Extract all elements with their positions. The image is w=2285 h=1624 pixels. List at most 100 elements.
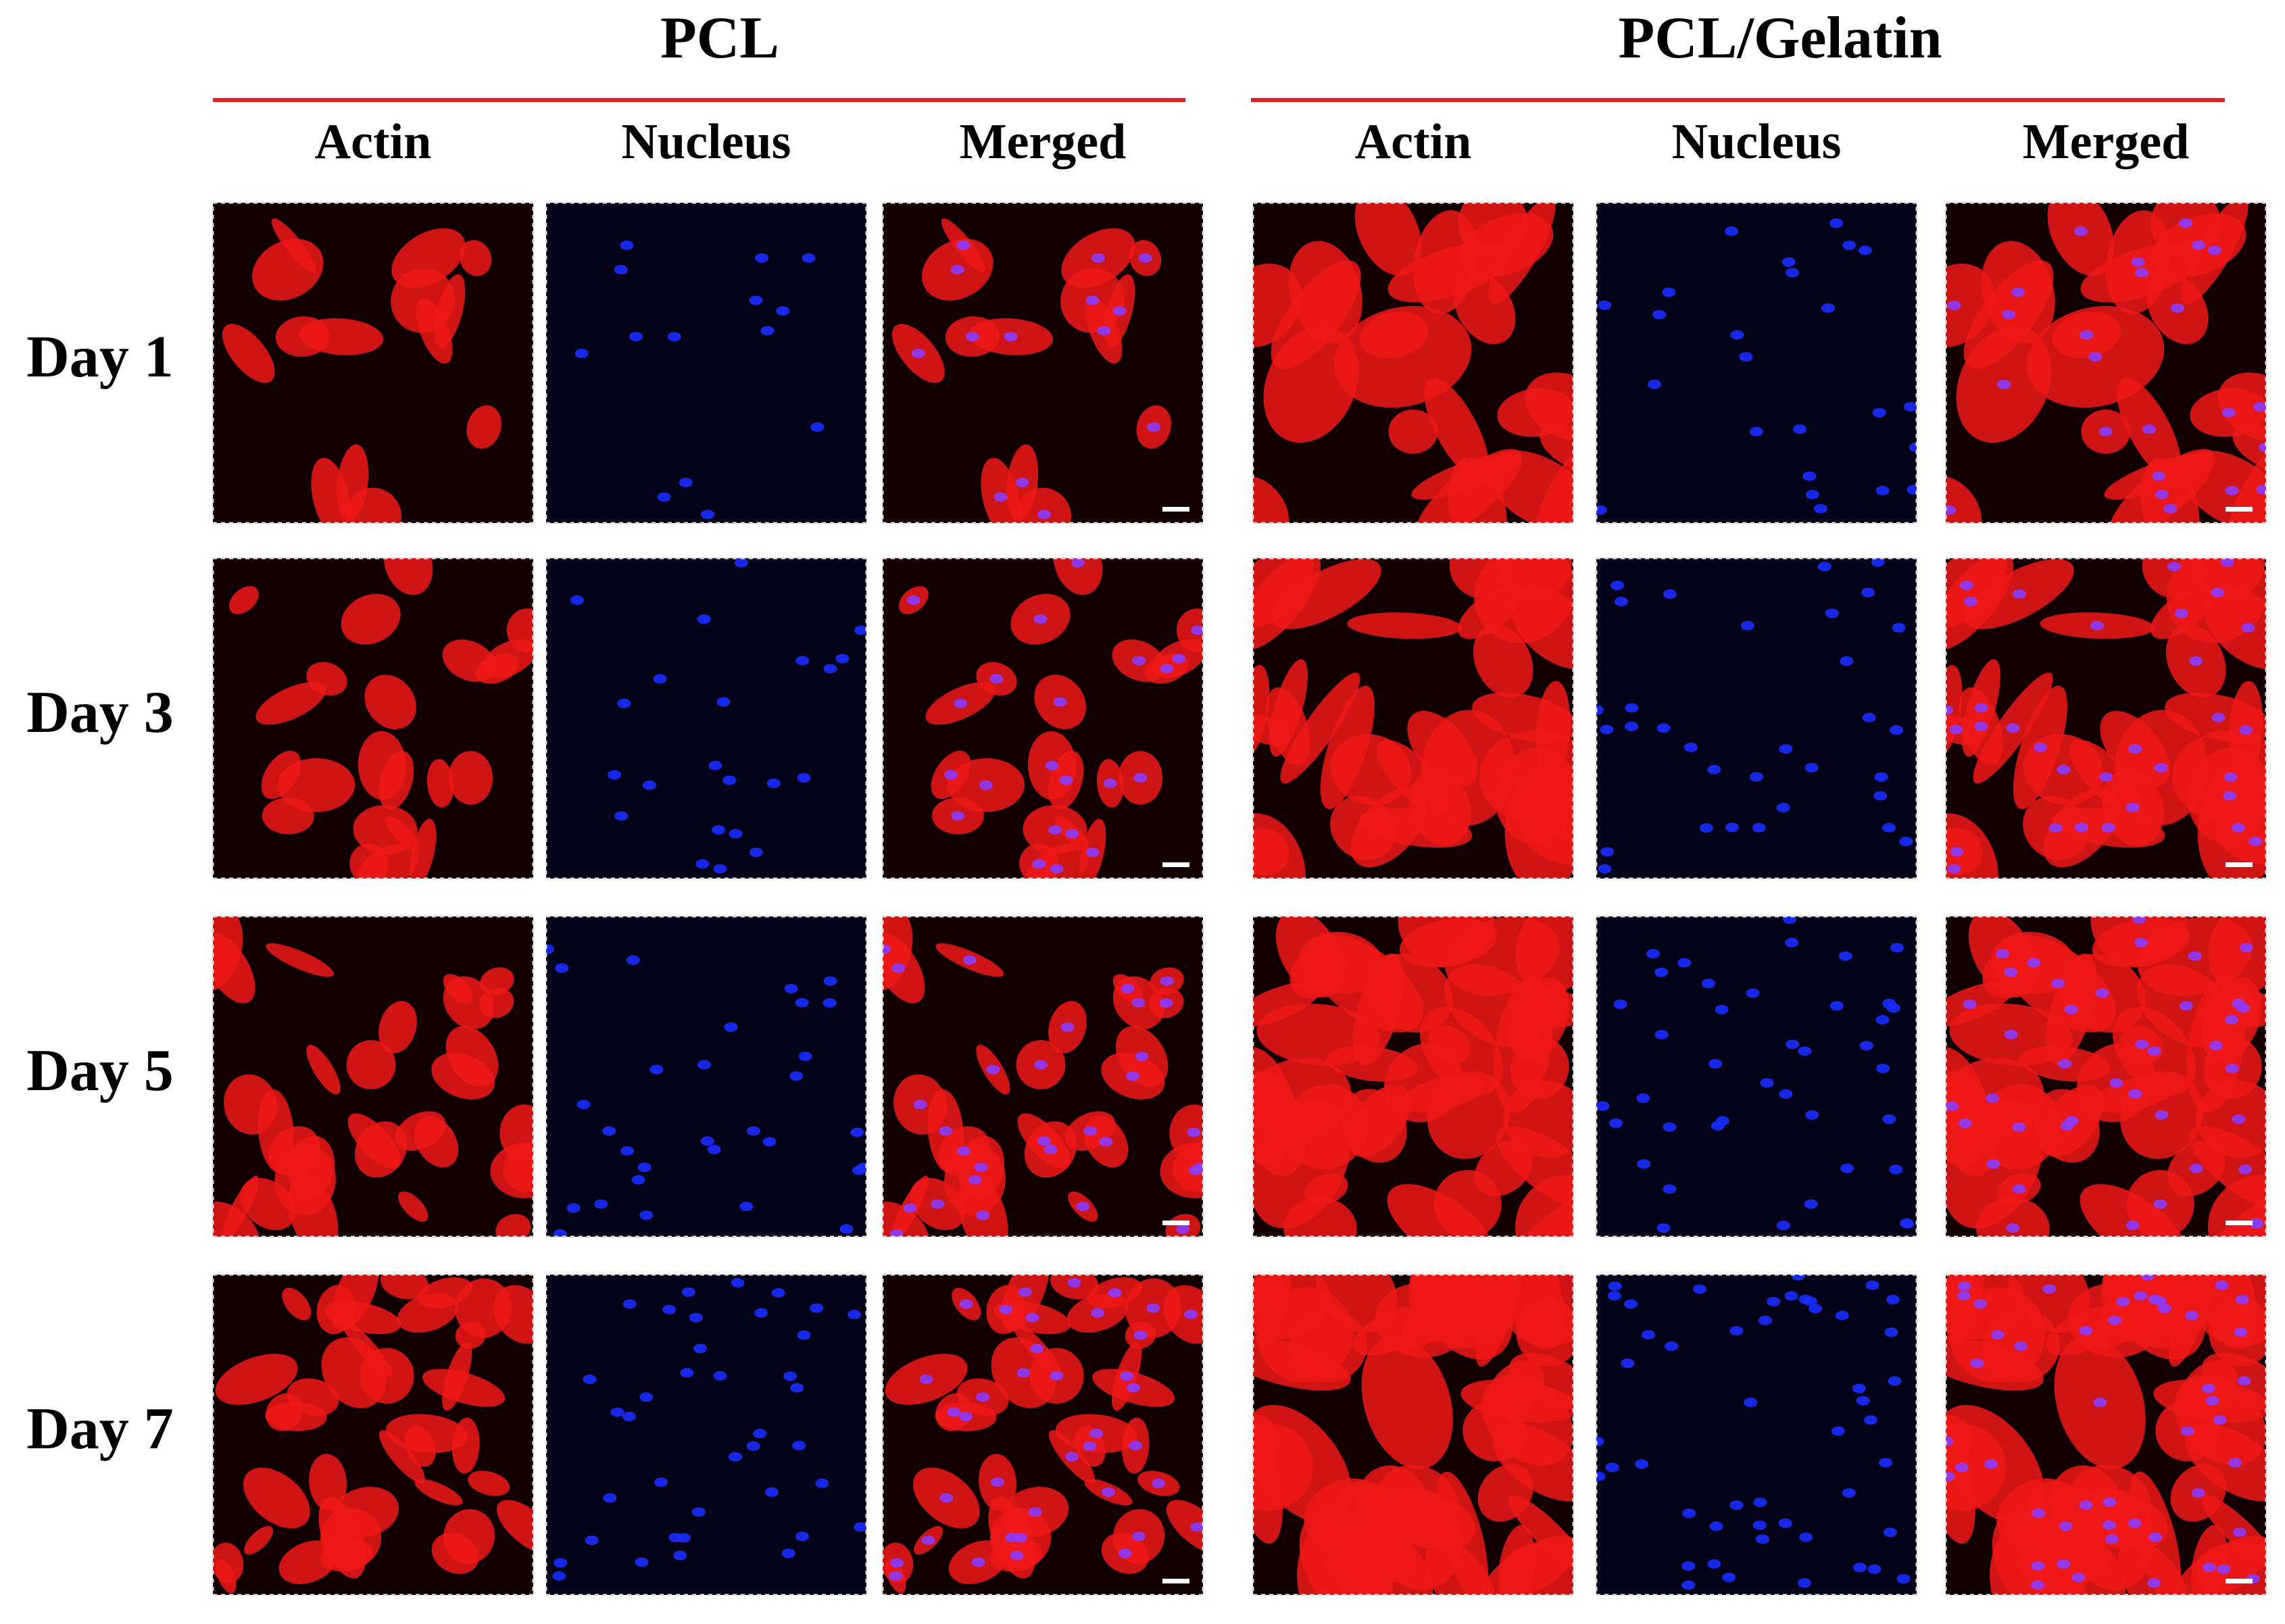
nucleus [789,1071,804,1081]
nucleus [1867,1564,1882,1574]
panel-border [1944,557,2267,880]
nucleus [971,1557,985,1567]
micrograph-content [883,558,1203,879]
nucleus [662,1304,677,1314]
nucleus [1625,703,1639,713]
nucleus [708,760,722,770]
nucleus [1060,1022,1075,1032]
nucleus [1034,1060,1048,1070]
actin-cell [1503,1081,1573,1158]
nucleus [911,348,925,358]
nucleus [959,1299,973,1309]
nucleus [1889,725,1903,735]
nucleus [1786,1039,1800,1050]
nucleus [2006,1223,2020,1233]
actin-cell [1330,795,1396,860]
nucleus [1862,712,1876,722]
nucleus [1607,1291,1621,1301]
actin-cell [1387,243,1510,303]
nucleus [1053,697,1067,707]
nucleus [1947,864,1961,874]
nucleus [1756,1534,1770,1544]
nucleus [1654,967,1669,977]
nucleus [1874,772,1888,782]
nucleus [2184,1310,2198,1321]
nucleus [2109,1078,2123,1088]
nucleus [1160,664,1174,674]
nucleus [2116,1296,2130,1306]
nucleus [2131,257,2145,267]
nucleus [1842,241,1857,251]
nucleus [701,510,715,520]
nucleus [1596,1101,1610,1111]
actin-cell [1525,372,1573,441]
nucleus [792,1441,806,1451]
actin-cell [448,751,493,805]
nucleus [2014,1341,2028,1351]
actin-cell [266,943,335,977]
panel-border [212,1273,535,1596]
nucleus [2237,1376,2251,1386]
nucleus [716,697,731,707]
micrograph-content [213,916,533,1237]
nucleus [2238,725,2253,735]
nucleus [1876,1064,1890,1074]
nucleus [1050,864,1064,874]
actin-cell [216,1558,237,1594]
nucleus [1798,1578,1812,1588]
panel-background [546,916,866,1237]
nucleus [1071,558,1085,568]
nucleus [1840,1163,1854,1173]
nucleus [728,1452,742,1462]
nucleus [1809,1304,1823,1314]
nucleus [2192,241,2206,251]
nucleus [1605,1462,1619,1473]
panel-border [212,201,535,524]
panel-border [1252,557,1575,880]
nucleus [1050,1371,1064,1381]
nucleus [854,1522,866,1532]
nucleus [1190,1522,1203,1532]
nucleus [762,1137,777,1147]
actin-cell [404,1425,436,1467]
nucleus [810,422,825,432]
nucleus [2205,1396,2219,1406]
nucleus [1883,1527,1897,1537]
micrograph-content [1596,1275,1917,1595]
nucleus [1707,764,1721,774]
nucleus [1600,847,1615,857]
nucleus [2147,1578,2161,1588]
actin-cell [257,1089,294,1173]
micrograph-content [1596,558,1917,879]
actin-cell [255,682,326,725]
micrograph [1595,557,1918,880]
panel-border [881,201,1204,524]
micrograph-content [213,1275,533,1595]
nucleus [2215,1280,2229,1290]
nucleus [1010,1550,1024,1560]
nucleus [722,775,737,785]
actin-cell [306,1044,341,1095]
actin-cell [493,1285,533,1344]
nucleus [783,1371,797,1381]
actin-cell [1398,916,1495,967]
nucleus [1037,1136,1051,1146]
nucleus [1752,1520,1767,1530]
panel-border [881,557,1204,880]
nucleus [939,1493,954,1503]
nucleus [1614,596,1628,606]
actin-cell [1283,1197,1357,1237]
nucleus [1829,1001,1844,1011]
nucleus [802,253,816,263]
nucleus [1099,1137,1113,1147]
nucleus [889,1229,904,1237]
micrograph [1944,915,2267,1238]
nucleus [614,265,628,275]
nucleus [1872,408,1886,418]
nucleus [552,1571,566,1581]
nucleus [1016,1368,1031,1378]
actin-cell [468,1471,510,1496]
nucleus [2071,1573,2086,1583]
nucleus [1882,1114,1896,1124]
nucleus [1875,1014,1890,1025]
